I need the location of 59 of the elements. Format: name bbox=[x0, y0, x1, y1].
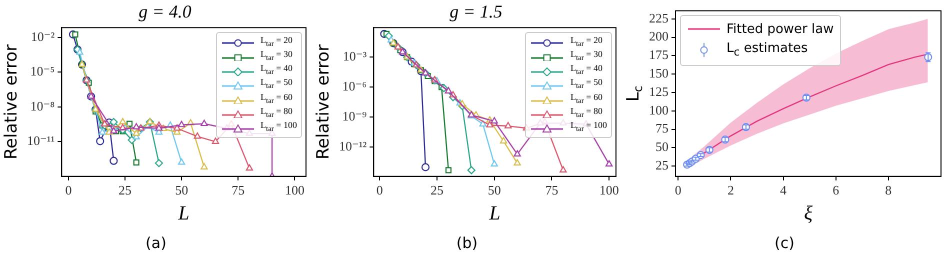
x-axis-title: L bbox=[488, 202, 500, 224]
x-tick-label: 75 bbox=[545, 182, 558, 198]
x-tick-label: 0 bbox=[65, 182, 72, 198]
legend-label: L$_{tar}$ = 30 bbox=[260, 48, 292, 64]
y-tick-label: 100 bbox=[649, 102, 668, 118]
y-tick-label: 75 bbox=[656, 120, 668, 136]
legend-label: L$_{c}$ estimates bbox=[726, 40, 808, 60]
legend-label: L$_{tar}$ = 100 bbox=[570, 120, 607, 135]
y-tick-label: 10⁻¹² bbox=[338, 138, 367, 154]
legend-label: L$_{tar}$ = 60 bbox=[260, 92, 292, 106]
x-tick-label: 2 bbox=[727, 182, 734, 198]
x-tick-label: 0 bbox=[376, 182, 383, 198]
y-tick-label: 10⁻⁵ bbox=[30, 64, 55, 79]
x-tick-label: 4 bbox=[780, 182, 788, 198]
x-tick-label: 8 bbox=[885, 182, 892, 198]
legend-label: L$_{tar}$ = 60 bbox=[570, 92, 602, 106]
y-tick-label: 125 bbox=[649, 84, 668, 99]
y-tick-label: 10⁻⁹ bbox=[342, 108, 368, 124]
x-tick-label: 75 bbox=[232, 182, 245, 198]
y-axis-title: Lc bbox=[623, 86, 646, 102]
y-tick-label: 225 bbox=[649, 10, 668, 26]
x-tick-label: 50 bbox=[175, 182, 188, 198]
legend-label: L$_{tar}$ = 50 bbox=[260, 77, 292, 92]
legend-label: L$_{tar}$ = 80 bbox=[570, 106, 602, 120]
x-tick-label: 50 bbox=[488, 182, 501, 198]
x-tick-label: 6 bbox=[832, 182, 840, 198]
y-tick-label: 25 bbox=[656, 158, 668, 173]
x-tick-label: 100 bbox=[284, 182, 304, 198]
y-tick-label: 10⁻¹¹ bbox=[26, 133, 55, 148]
x-tick-label: 25 bbox=[118, 182, 132, 198]
y-axis-title: Relative error bbox=[313, 44, 334, 160]
x-tick-label: 100 bbox=[599, 182, 619, 198]
y-tick-label: 50 bbox=[656, 139, 668, 154]
x-axis-title: ξ bbox=[804, 202, 813, 224]
legend-label: L$_{tar}$ = 20 bbox=[260, 34, 292, 49]
x-tick-label: 0 bbox=[674, 182, 682, 198]
legend-label: Fitted power law bbox=[726, 20, 834, 39]
legend-label: L$_{tar}$ = 80 bbox=[260, 106, 292, 120]
legend-label: L$_{tar}$ = 40 bbox=[570, 63, 602, 78]
legend-label: L$_{tar}$ = 30 bbox=[570, 48, 602, 64]
chart-title: g = 4.0 bbox=[138, 2, 192, 22]
y-tick-label: 10⁻⁸ bbox=[30, 98, 56, 114]
y-tick-label: 10⁻⁶ bbox=[342, 78, 367, 94]
legend-label: L$_{tar}$ = 50 bbox=[570, 77, 602, 92]
y-tick-label: 10⁻³ bbox=[342, 48, 367, 64]
y-tick-label: 10⁻² bbox=[30, 28, 55, 44]
x-axis-title: L bbox=[177, 202, 190, 224]
legend-label: L$_{tar}$ = 40 bbox=[260, 63, 292, 78]
y-axis-title: Relative error bbox=[1, 44, 22, 160]
legend-label: L$_{tar}$ = 20 bbox=[570, 34, 602, 49]
legend-label: L$_{tar}$ = 100 bbox=[260, 120, 297, 135]
chart-title: g = 1.5 bbox=[450, 2, 502, 22]
text: (a) bbox=[144, 234, 168, 252]
text: (b) bbox=[455, 234, 479, 252]
text: (c) bbox=[774, 234, 796, 252]
y-tick-label: 150 bbox=[649, 66, 668, 81]
y-tick-label: 175 bbox=[649, 47, 668, 62]
y-tick-label: 200 bbox=[649, 28, 668, 44]
x-tick-label: 25 bbox=[430, 182, 444, 198]
